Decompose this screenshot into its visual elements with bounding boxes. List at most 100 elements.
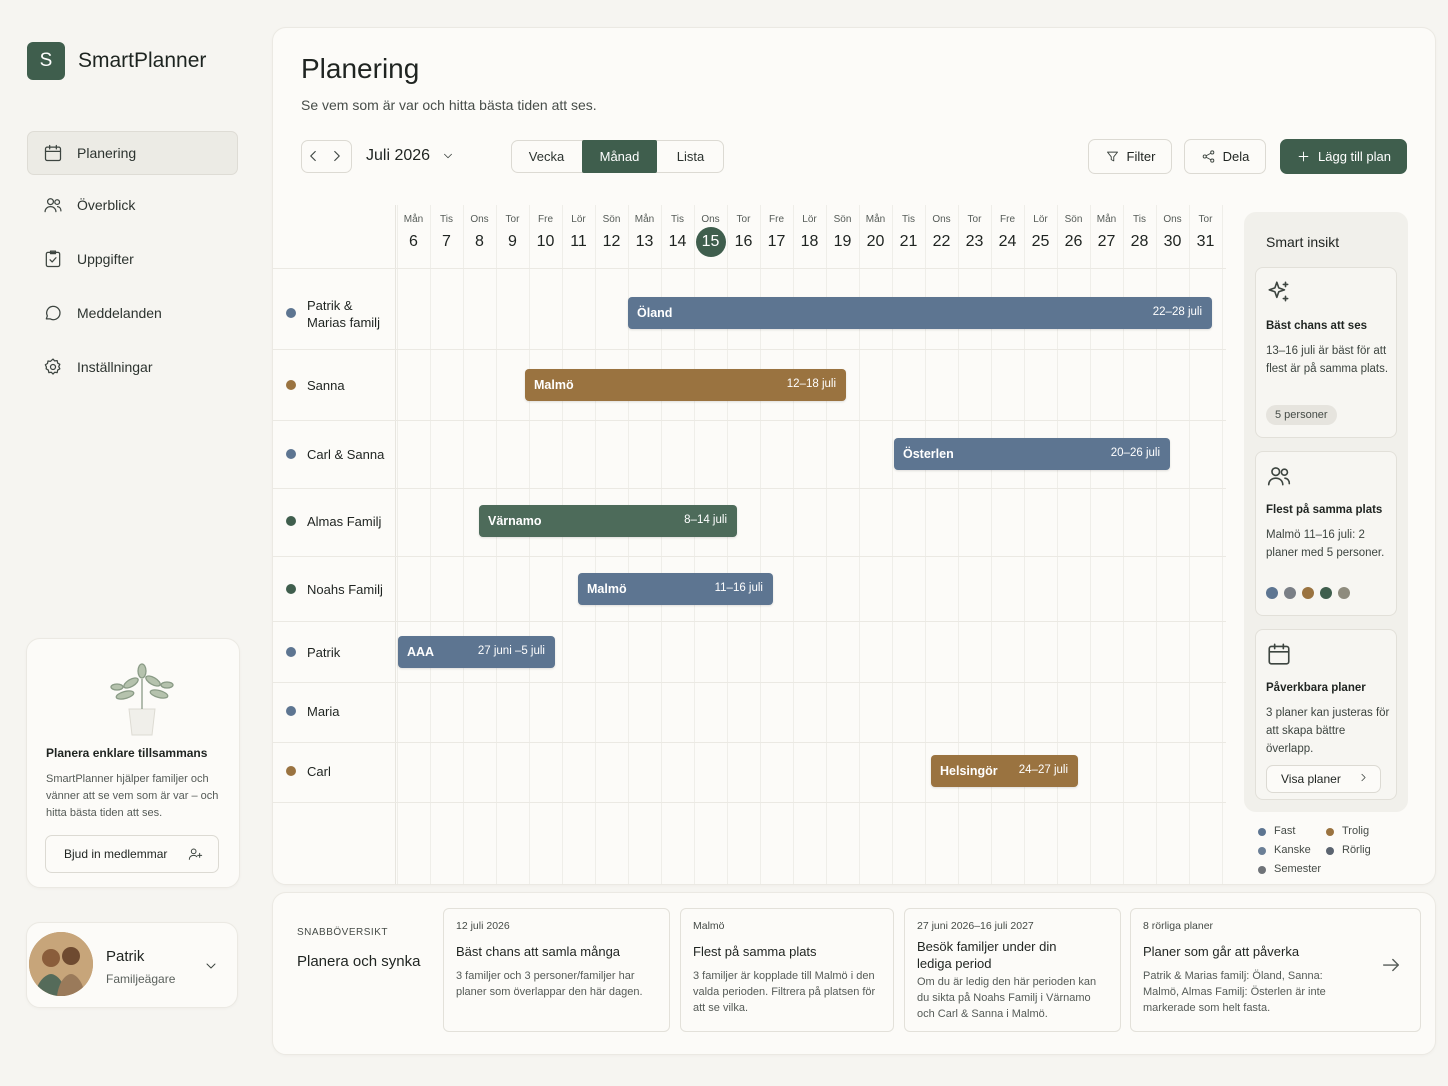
overview-title: Planera och synka: [297, 953, 421, 970]
plan-dates: 8–14 juli: [684, 514, 727, 526]
row-dot: [286, 308, 296, 318]
overview-next[interactable]: [1380, 954, 1404, 978]
weekday-label: Fre: [1000, 214, 1015, 225]
row-dot: [286, 647, 296, 657]
next-button[interactable]: [328, 147, 348, 167]
action-button[interactable]: Dela: [1184, 139, 1266, 174]
grid-column-line: [694, 205, 695, 884]
month-label[interactable]: Juli 2026: [366, 147, 431, 164]
insight-chip: 5 personer: [1266, 405, 1337, 425]
overview-card[interactable]: 8 rörliga planer Planer som går att påver…: [1130, 908, 1421, 1032]
date-nav: [301, 140, 352, 173]
day-number: 6: [409, 233, 418, 250]
grid-column-line: [661, 205, 662, 884]
row-name: Patrik & Marias familj: [307, 298, 380, 330]
nav-icon: [43, 143, 63, 163]
insight-icon-svg: [1268, 281, 1289, 302]
action-label: Lägg till plan: [1318, 149, 1391, 164]
overview-card-title: Flest på samma plats: [693, 944, 817, 959]
nav-icon-svg: [45, 305, 61, 321]
nav-icon: [43, 249, 63, 269]
day-number: 20: [866, 233, 885, 250]
plan-bar[interactable]: Öland 22–28 juli: [628, 297, 1212, 329]
insight-card: Flest på samma plats Malmö 11–16 juli: 2 …: [1255, 451, 1397, 616]
prev-button[interactable]: [304, 147, 324, 167]
action-button[interactable]: Lägg till plan: [1280, 139, 1407, 174]
row-name: Patrik: [307, 645, 341, 660]
month-chevron-svg: [444, 153, 452, 159]
plan-bar[interactable]: Värnamo 8–14 juli: [479, 505, 737, 537]
day-number: 25: [1031, 233, 1050, 250]
weekday-label: Mån: [634, 214, 655, 225]
plan-bar[interactable]: Österlen 20–26 juli: [894, 438, 1170, 470]
insight-button[interactable]: Visa planer: [1266, 765, 1381, 793]
user-card[interactable]: Patrik Familjeägare: [26, 922, 238, 1008]
invite-icon: [187, 846, 203, 862]
view-button[interactable]: Månad: [582, 140, 657, 173]
day-number: 24: [998, 233, 1017, 250]
overview-meta: 12 juli 2026: [456, 920, 510, 932]
nav-label: Inställningar: [77, 359, 153, 375]
weekday-label: Tis: [671, 214, 684, 225]
overview-kicker: SNABBÖVERSIKT: [297, 927, 388, 938]
plan-place: Värnamo: [488, 514, 542, 528]
grid-column-line: [925, 205, 926, 884]
overview-card[interactable]: 27 juni 2026–16 juli 2027 Besök familjer …: [904, 908, 1121, 1032]
nav-icon: [43, 195, 63, 215]
logo: S: [27, 42, 65, 80]
action-button[interactable]: Filter: [1088, 139, 1172, 174]
insight-text: Malmö 11–16 juli: 2 planer med 5 persone…: [1266, 529, 1385, 559]
weekday-label: Tor: [505, 214, 520, 225]
row-dot: [286, 380, 296, 390]
row-name: Sanna: [307, 378, 345, 393]
day-number: 27: [1097, 233, 1116, 250]
row-divider: [272, 556, 1226, 557]
view-button[interactable]: Vecka: [528, 149, 565, 164]
overview-card[interactable]: 12 juli 2026 Bäst chans att samla många 3 …: [443, 908, 670, 1032]
legend-label: Rörlig: [1342, 844, 1371, 856]
insight-title: Flest på samma plats: [1266, 504, 1383, 516]
nav-icon-svg: [45, 250, 61, 268]
day-number: 16: [734, 233, 753, 250]
weekday-label: Ons: [932, 214, 951, 225]
plan-bar[interactable]: Malmö 12–18 juli: [525, 369, 846, 401]
grid-column-line: [1156, 205, 1157, 884]
weekday-label: Ons: [470, 214, 489, 225]
action-icon: [1106, 151, 1118, 162]
grid-column-line: [1123, 205, 1124, 884]
overview-card[interactable]: Malmö Flest på samma plats 3 familjer är k…: [680, 908, 894, 1032]
legend-label: Trolig: [1342, 825, 1370, 837]
weekday-label: Tor: [736, 214, 751, 225]
invite-button[interactable]: Bjud in medlemmar: [45, 835, 219, 873]
page-title: Planering: [301, 53, 420, 84]
legend-dot: [1258, 828, 1266, 836]
chevron-svg: [1361, 773, 1366, 782]
plan-place: Helsingör: [940, 764, 998, 778]
plan-dates: 22–28 juli: [1152, 306, 1202, 318]
insight-card: Bäst chans att ses 13–16 juli är bäst för…: [1255, 267, 1397, 438]
grid-column-line: [760, 205, 761, 884]
nav-label: Meddelanden: [77, 305, 162, 321]
insight-dot: [1320, 587, 1332, 599]
nav-label: Planering: [77, 145, 137, 161]
view-button[interactable]: Lista: [676, 149, 705, 164]
weekday-label: Tor: [967, 214, 982, 225]
day-number: 13: [635, 233, 654, 250]
plan-bar[interactable]: Helsingör 24–27 juli: [931, 755, 1078, 787]
weekday-label: Sön: [1064, 214, 1083, 225]
nav-icon-svg: [44, 198, 62, 213]
weekday-label: Lör: [571, 214, 586, 225]
grid-column-line: [562, 205, 563, 884]
plan-dates: 20–26 juli: [1110, 447, 1160, 459]
plan-bar[interactable]: AAA 27 juni –5 juli: [398, 636, 555, 668]
grid-column-line: [1057, 205, 1058, 884]
weekday-label: Fre: [538, 214, 553, 225]
insight-text: 13–16 juli är bäst för att flest är på s…: [1266, 345, 1389, 375]
invite-label: Bjud in medlemmar: [64, 847, 168, 861]
plan-bar[interactable]: Malmö 11–16 juli: [578, 573, 773, 605]
row-dot: [286, 516, 296, 526]
promo-title: Planera enklare tillsammans: [46, 746, 208, 760]
overview-meta: 8 rörliga planer: [1143, 920, 1214, 932]
weekday-label: Sön: [602, 214, 621, 225]
grid-column-line: [826, 205, 827, 884]
